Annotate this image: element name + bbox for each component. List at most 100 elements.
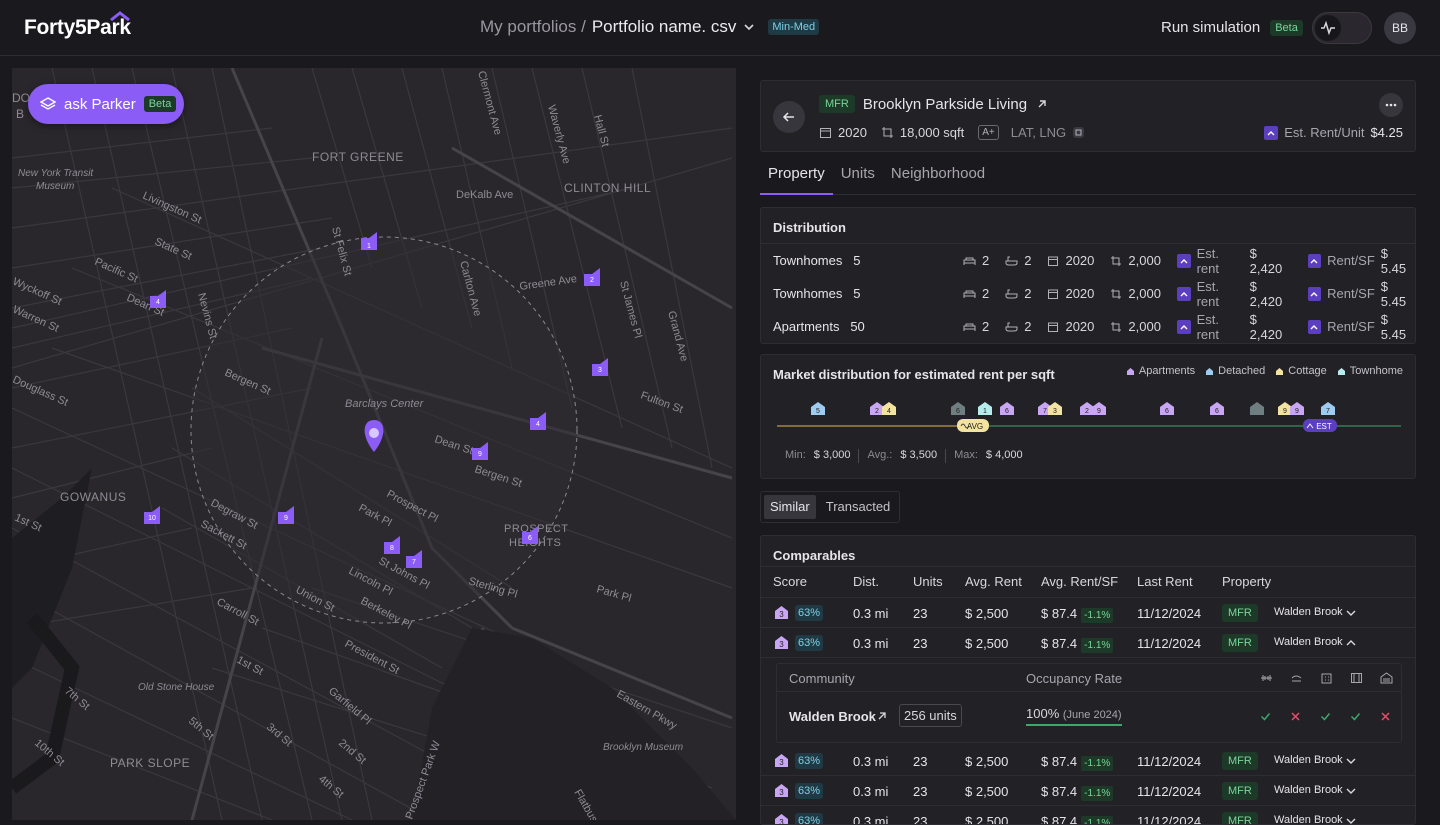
property-cell[interactable]: Walden Brook (1274, 636, 1343, 648)
row-toggle[interactable] (1345, 815, 1357, 825)
distribution-row: Apartments 50 2 2 2020 2,000 Est. rent $ 2,420… (761, 310, 1415, 343)
property-name[interactable]: Brooklyn Parkside Living (862, 95, 1028, 113)
more-options-button[interactable] (1379, 93, 1403, 117)
market-marker[interactable] (1250, 402, 1264, 415)
market-marker[interactable]: 9 (1278, 402, 1292, 415)
map-marker[interactable]: 8 (384, 536, 400, 554)
comparables-segment: Similar Transacted (760, 491, 901, 523)
table-row[interactable]: 3 63% 0.3 mi 23 $ 2,500 $ 87.4 -1.1% 11/12/2024… (761, 598, 1415, 628)
map-marker[interactable]: 10 (144, 506, 160, 524)
chevron-down-icon[interactable] (1345, 785, 1357, 797)
svg-text:4: 4 (156, 299, 160, 306)
col-dist[interactable]: Dist. (853, 574, 879, 589)
col-score[interactable]: Score (773, 574, 807, 589)
market-marker[interactable]: 9 (1290, 402, 1304, 415)
col-avg-rent[interactable]: Avg. Rent (965, 574, 1022, 589)
score-house-icon: 3 (774, 605, 789, 623)
table-row[interactable]: 3 63% 0.3 mi 23 $ 2,500 $ 87.4 -1.1% 11/12/2024… (761, 806, 1415, 825)
avatar[interactable]: BB (1384, 12, 1416, 44)
market-marker[interactable]: 4 (882, 402, 896, 415)
run-simulation-label[interactable]: Run simulation (1161, 19, 1261, 36)
segment-similar[interactable]: Similar (764, 495, 816, 519)
col-last-rent[interactable]: Last Rent (1137, 574, 1193, 589)
property-type-badge: MFR (819, 95, 855, 113)
chevron-down-icon[interactable] (1345, 815, 1357, 825)
trend-up-icon (1307, 319, 1322, 334)
logo[interactable]: Forty5Park (24, 11, 131, 40)
chevron-down-icon[interactable] (1345, 755, 1357, 767)
segment-transacted[interactable]: Transacted (825, 499, 891, 514)
market-marker[interactable]: 5 (811, 402, 825, 415)
property-cell[interactable]: Walden Brook (1274, 814, 1343, 825)
run-simulation[interactable]: Run simulation Beta (1161, 19, 1303, 36)
market-marker[interactable]: 7 (1321, 402, 1335, 415)
row-toggle[interactable] (1345, 637, 1357, 652)
trend-up-icon (1264, 125, 1279, 140)
market-marker[interactable]: 6 (1210, 402, 1224, 415)
map-marker[interactable]: 1 (361, 232, 377, 250)
table-row[interactable]: 3 63% 0.3 mi 23 $ 2,500 $ 87.4 -1.1% 11/12/2024… (761, 776, 1415, 806)
score-badge: 63% (795, 753, 824, 769)
back-button[interactable] (773, 101, 805, 133)
market-marker[interactable]: 2 (1080, 402, 1094, 415)
map[interactable]: FORT GREENE CLINTON HILL GOWANUS PARK SL… (12, 68, 736, 820)
min-label: Min: (785, 449, 806, 461)
delta-badge: -1.1% (1081, 816, 1114, 824)
market-marker[interactable]: 1 (978, 402, 992, 415)
est-rent-label: Est. rent (1196, 278, 1219, 309)
laundry-icon (1351, 673, 1362, 683)
map-marker[interactable]: 2 (584, 268, 600, 286)
community-units: 256 units (899, 704, 962, 727)
breadcrumb-root[interactable]: My portfolios / (480, 17, 586, 36)
community-name[interactable]: Walden Brook (789, 709, 876, 724)
table-row[interactable]: 3 63% 0.3 mi 23 $ 2,500 $ 87.4 -1.1% 11/12/2024… (761, 746, 1415, 776)
cross-icon (1290, 710, 1301, 725)
property-cell[interactable]: Walden Brook (1274, 784, 1343, 796)
market-marker[interactable]: 6 (1000, 402, 1014, 415)
svg-text:3: 3 (779, 818, 784, 825)
chevron-up-icon[interactable] (1345, 637, 1357, 649)
external-link-icon[interactable] (1035, 97, 1049, 111)
map-marker[interactable]: 7 (406, 550, 422, 568)
table-row[interactable]: 3 63% 0.3 mi 23 $ 2,500 $ 87.4 -1.1% 11/12/2024… (761, 628, 1415, 658)
market-marker[interactable]: 6 (1160, 402, 1174, 415)
map-marker[interactable]: 9 (472, 442, 488, 460)
tab-property[interactable]: Property (760, 164, 833, 195)
row-toggle[interactable] (1345, 785, 1357, 800)
label-barclays: Barclays Center (345, 398, 425, 410)
col-units[interactable]: Units (913, 574, 943, 589)
map-marker[interactable]: 3 (592, 358, 608, 376)
portfolio-name[interactable]: Portfolio name. csv (591, 17, 737, 36)
tab-units[interactable]: Units (840, 165, 875, 182)
copy-icon[interactable] (1072, 126, 1085, 139)
external-link-icon[interactable] (876, 710, 888, 722)
label-old-stone: Old Stone House (138, 682, 215, 693)
subject-pin[interactable] (364, 420, 384, 452)
market-marker[interactable]: 6 (951, 402, 965, 415)
area-icon (1111, 288, 1122, 299)
chevron-down-icon[interactable] (742, 20, 756, 34)
ask-parker-button[interactable]: ask Parker Beta (28, 84, 184, 124)
chevron-down-icon[interactable] (1345, 607, 1357, 619)
map-marker[interactable]: 4 (150, 290, 166, 308)
market-marker[interactable]: 3 (1048, 402, 1062, 415)
sqft: 2,000 (1128, 286, 1161, 301)
est-rent: $ 2,420 (1249, 245, 1283, 276)
col-avg-rent-sf[interactable]: Avg. Rent/SF (1041, 574, 1119, 589)
property-cell[interactable]: Walden Brook (1274, 606, 1343, 618)
row-toggle[interactable] (1345, 607, 1357, 622)
map-marker[interactable]: 9 (278, 506, 294, 524)
property-cell[interactable]: Walden Brook (1274, 754, 1343, 766)
market-marker[interactable]: 9 (1092, 402, 1106, 415)
row-toggle[interactable] (1345, 755, 1357, 770)
col-property[interactable]: Property (1222, 574, 1272, 589)
score-badge: 63% (795, 605, 824, 621)
map-marker[interactable]: 4 (530, 412, 546, 430)
baths: 2 (1024, 286, 1032, 301)
tab-neighborhood[interactable]: Neighborhood (890, 165, 986, 182)
simulation-toggle[interactable] (1312, 12, 1372, 44)
label-transit2: Museum (36, 181, 74, 192)
market-marker[interactable]: 2 (870, 402, 884, 415)
last-rent-cell: 11/12/2024 (1137, 606, 1202, 621)
map-marker[interactable]: 6 (522, 526, 538, 544)
